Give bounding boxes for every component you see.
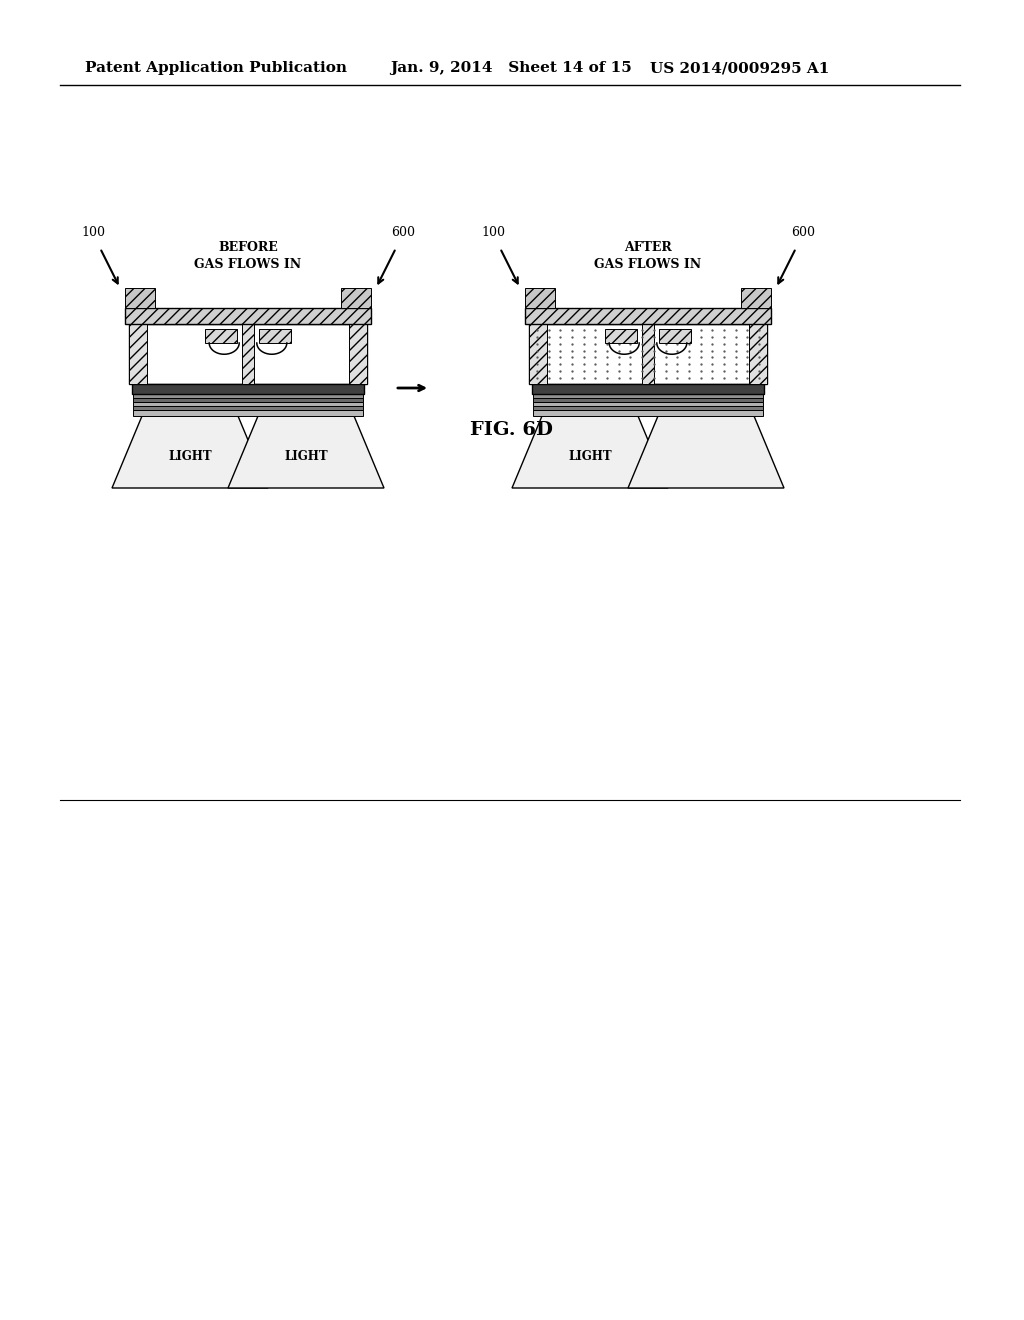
Bar [529,323,767,384]
Bar [133,403,362,407]
Polygon shape [228,416,384,488]
Text: BEFORE
GAS FLOWS IN: BEFORE GAS FLOWS IN [195,242,301,271]
Bar [125,288,155,308]
Bar [525,308,771,323]
Bar [133,411,362,416]
Text: Patent Application Publication: Patent Application Publication [85,61,347,75]
Polygon shape [628,416,784,488]
Bar [605,329,637,343]
Text: 100: 100 [481,227,505,239]
Bar [341,288,371,308]
Text: LIGHT: LIGHT [568,450,611,462]
Polygon shape [112,416,268,488]
Bar [133,399,362,403]
Bar [534,399,763,403]
Bar [242,323,254,384]
Bar [534,403,763,407]
Bar [749,323,767,384]
Bar [659,329,691,343]
Bar [529,323,547,384]
Polygon shape [512,416,668,488]
Bar [205,329,237,343]
Bar [741,288,771,308]
Bar [534,411,763,416]
Text: AFTER
GAS FLOWS IN: AFTER GAS FLOWS IN [595,242,701,271]
Bar [525,288,555,308]
Bar [534,407,763,411]
Bar [129,323,367,384]
Bar [125,308,371,323]
Bar [133,407,362,411]
Text: LIGHT: LIGHT [168,450,212,462]
Text: Jan. 9, 2014   Sheet 14 of 15: Jan. 9, 2014 Sheet 14 of 15 [390,61,632,75]
Text: 600: 600 [391,227,415,239]
Text: FIG. 6D: FIG. 6D [470,421,554,440]
Bar [349,323,367,384]
Bar [259,329,291,343]
Text: 600: 600 [791,227,815,239]
Text: 100: 100 [81,227,105,239]
Bar [534,393,763,399]
Text: LIGHT: LIGHT [285,450,328,462]
Bar [532,384,764,393]
Text: US 2014/0009295 A1: US 2014/0009295 A1 [650,61,829,75]
Bar [133,393,362,399]
Bar [642,323,654,384]
Bar [132,384,364,393]
Bar [129,323,147,384]
